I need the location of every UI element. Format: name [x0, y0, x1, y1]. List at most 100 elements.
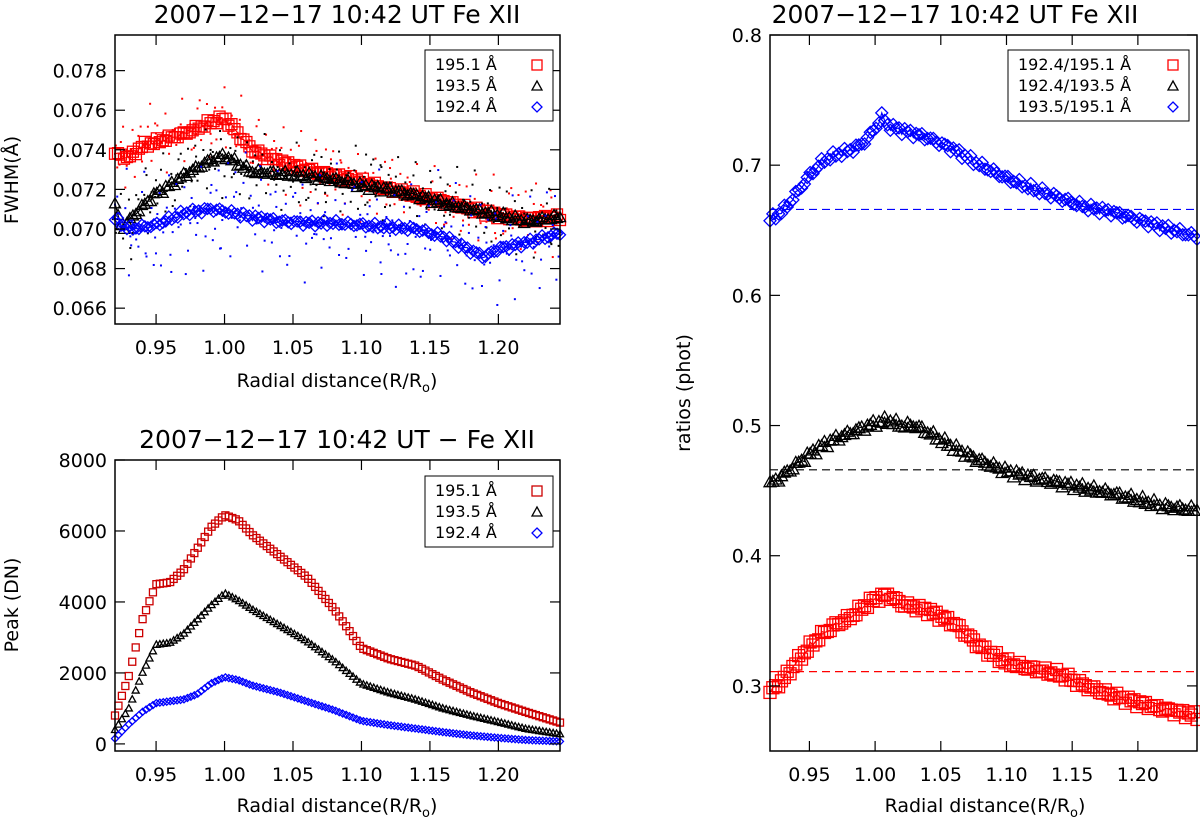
fwhm-raw-dot-0-70	[230, 114, 233, 117]
peak-point-2-54	[296, 695, 306, 704]
fwhm-raw-dot-2-224	[309, 209, 312, 212]
fwhm-raw-dot-2-198	[278, 255, 281, 258]
fwhm-raw-dot-1-71	[505, 190, 508, 193]
fwhm-raw-dot-2-171	[418, 215, 421, 218]
fwhm-raw-dot-2-163	[443, 225, 446, 228]
fwhm-raw-dot-2-29	[524, 240, 527, 243]
fwhm-raw-dot-2-208	[359, 213, 362, 216]
fwhm-point-1-69	[314, 168, 328, 181]
fwhm-raw-dot-2-90	[391, 219, 394, 222]
fwhm-raw-dot-0-39	[159, 141, 162, 144]
fwhm-raw-dot-0-104	[236, 131, 239, 134]
ratios-point-1-12	[797, 454, 812, 468]
ratios-point-1-2	[768, 471, 783, 485]
fwhm-raw-dot-0-123	[122, 125, 125, 128]
fwhm-raw-dot-2-221	[374, 229, 377, 232]
fwhm-raw-dot-0-143	[282, 126, 285, 129]
peak-point-0-4	[124, 671, 133, 681]
peak-point-1-31	[217, 590, 227, 599]
fwhm-raw-dot-0-65	[190, 148, 193, 151]
ratios-point-2-7	[783, 195, 797, 210]
fwhm-raw-dot-2-3	[494, 212, 497, 215]
fwhm-raw-dot-1-256	[210, 156, 213, 159]
fwhm-raw-dot-1-17	[339, 210, 342, 213]
peak-point-0-6	[131, 643, 140, 652]
fwhm-raw-dot-0-102	[131, 128, 134, 131]
fwhm-raw-dot-2-251	[170, 270, 173, 273]
fwhm-point-2-17	[159, 214, 173, 228]
ratios-point-1-91	[1023, 469, 1038, 483]
fwhm-raw-dot-2-190	[303, 281, 306, 284]
peak-point-2-28	[207, 678, 217, 688]
fwhm-raw-dot-1-187	[368, 188, 371, 191]
fwhm-point-2-117	[458, 240, 471, 254]
fwhm-raw-dot-1-42	[540, 224, 543, 227]
fwhm-raw-dot-0-208	[359, 221, 362, 224]
ratios-xtick-label-3: 1.10	[985, 764, 1027, 786]
fwhm-raw-dot-1-144	[557, 244, 560, 247]
ratios-point-1-7	[782, 463, 798, 477]
fwhm-raw-dot-0-224	[309, 191, 312, 194]
fwhm-raw-dot-1-141	[177, 158, 180, 161]
fwhm-point-2-5	[123, 219, 137, 233]
fwhm-raw-dot-1-107	[171, 205, 174, 208]
fwhm-raw-dot-2-54	[280, 226, 283, 229]
fwhm-raw-dot-1-116	[421, 187, 424, 190]
fwhm-point-1-83	[356, 178, 370, 191]
fwhm-raw-dot-1-142	[452, 204, 455, 207]
fwhm-raw-dot-0-80	[311, 177, 314, 180]
ratios-point-2-25	[834, 149, 849, 164]
fwhm-raw-dot-2-28	[249, 194, 252, 197]
fwhm-raw-dot-0-222	[204, 120, 207, 123]
ratios-point-2-19	[817, 155, 832, 170]
fwhm-raw-dot-0-157	[127, 156, 130, 159]
fwhm-raw-dot-1-23	[209, 148, 212, 151]
ratios-point-1-120	[1106, 487, 1121, 501]
fwhm-raw-dot-0-128	[162, 130, 165, 133]
fwhm-raw-dot-1-21	[549, 241, 552, 244]
fwhm-raw-dot-0-232	[284, 193, 287, 196]
fwhm-raw-dot-2-183	[158, 192, 161, 195]
fwhm-raw-dot-2-236	[494, 217, 497, 220]
fwhm-point-2-122	[472, 246, 486, 260]
fwhm-raw-dot-1-47	[135, 194, 138, 197]
fwhm-raw-dot-0-184	[433, 165, 436, 168]
fwhm-raw-dot-1-218	[439, 176, 442, 179]
fwhm-raw-dot-2-156	[297, 224, 300, 227]
ratios-point-2-2	[768, 211, 783, 226]
fwhm-raw-dot-0-225	[139, 125, 142, 128]
ratios-ytick-label-5: 0.8	[732, 25, 762, 47]
fwhm-raw-dot-1-30	[354, 144, 357, 147]
fwhm-y-axis-label: FWHM(Å)	[0, 136, 23, 224]
fwhm-raw-dot-0-253	[275, 147, 278, 150]
fwhm-raw-dot-0-178	[118, 163, 121, 166]
fwhm-raw-dot-2-32	[459, 239, 462, 242]
fwhm-raw-dot-0-115	[146, 125, 149, 128]
fwhm-raw-dot-0-142	[452, 215, 455, 218]
fwhm-raw-dot-0-227	[244, 147, 247, 150]
fwhm-raw-dot-2-227	[244, 151, 247, 154]
fwhm-raw-dot-0-135	[307, 163, 310, 166]
fwhm-raw-dot-0-258	[315, 149, 318, 152]
fwhm-raw-dot-2-108	[446, 249, 449, 252]
fwhm-point-1-46	[245, 165, 259, 178]
fwhm-raw-dot-0-183	[158, 142, 161, 145]
fwhm-raw-dot-0-246	[130, 148, 133, 151]
peak-point-1-49	[279, 622, 289, 632]
fwhm-raw-dot-1-53	[450, 204, 453, 207]
fwhm-raw-dot-0-49	[240, 94, 243, 97]
fwhm-raw-dot-1-19	[444, 190, 447, 193]
fwhm-point-1-21	[171, 172, 185, 184]
fwhm-raw-dot-2-237	[324, 220, 327, 223]
fwhm-raw-dot-1-163	[443, 214, 446, 217]
fwhm-raw-dot-2-219	[269, 193, 272, 196]
fwhm-raw-dot-1-152	[532, 256, 535, 259]
fwhm-raw-dot-2-194	[513, 298, 516, 301]
fwhm-raw-dot-0-33	[289, 148, 292, 151]
fwhm-raw-dot-2-248	[235, 191, 238, 194]
fwhm-raw-dot-0-8	[534, 251, 537, 254]
fwhm-raw-dot-2-78	[205, 208, 208, 211]
fwhm-raw-dot-1-259	[145, 174, 148, 177]
peak-point-0-3	[121, 681, 130, 691]
fwhm-raw-dot-0-256	[210, 142, 213, 145]
